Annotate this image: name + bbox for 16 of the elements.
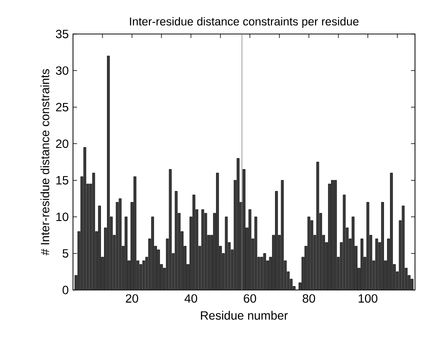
x-tick-label: 20 [126, 294, 138, 303]
x-tick-label: 40 [184, 294, 198, 303]
y-tick-label: 30 [56, 66, 68, 75]
x-tick-label: 80 [302, 294, 316, 303]
x-tick-label: 60 [244, 294, 256, 303]
y-tick-label: 20 [56, 139, 68, 148]
y-tick-label: 25 [56, 102, 68, 112]
y-axis-title: # Inter-residue distance constraints [40, 69, 50, 256]
y-tick-label: 10 [56, 212, 68, 222]
y-tick-label: 15 [56, 176, 68, 184]
x-tick-label: 100 [358, 294, 378, 303]
y-tick-label: 35 [56, 30, 68, 38]
y-tick-label: 5 [62, 249, 68, 258]
y-tick-label: 0 [62, 286, 68, 294]
chart-title: Inter-residue distance constraints per residue [130, 17, 359, 28]
x-axis-title: Residue number [200, 310, 288, 320]
